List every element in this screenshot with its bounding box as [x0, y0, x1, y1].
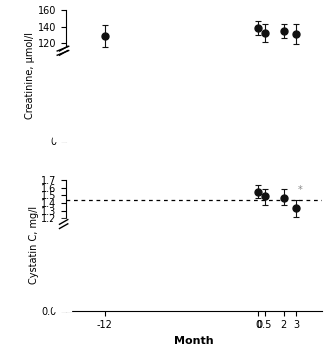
X-axis label: Month: Month: [174, 336, 214, 346]
Y-axis label: Cystatin C, mg/l: Cystatin C, mg/l: [29, 206, 39, 284]
Y-axis label: Creatinine, μmol/l: Creatinine, μmol/l: [26, 32, 36, 119]
Text: *: *: [298, 185, 303, 195]
